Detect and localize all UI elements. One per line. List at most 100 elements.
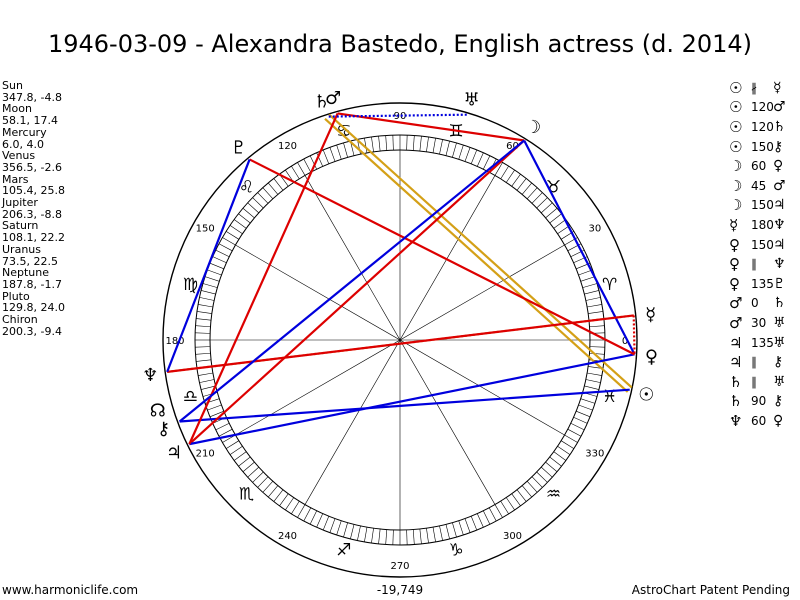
aspect-body-b: ♆ bbox=[773, 216, 786, 233]
aspect-body-b: ♄ bbox=[773, 118, 786, 135]
degree-tick bbox=[584, 290, 599, 295]
degree-tick bbox=[500, 165, 509, 180]
aspect-body-b: ♆ bbox=[773, 256, 786, 273]
degree-tick bbox=[198, 304, 213, 308]
degree-tick bbox=[252, 197, 264, 209]
aspect-body-b: ☿ bbox=[773, 79, 782, 96]
aspect-body-b: ♅ bbox=[773, 373, 786, 390]
degree-tick bbox=[557, 445, 571, 455]
planet-value: 356.5, -2.6 bbox=[2, 160, 62, 174]
degree-tick bbox=[195, 346, 211, 348]
degree-tick bbox=[378, 528, 381, 544]
degree-tick bbox=[516, 489, 527, 502]
degree-tick bbox=[201, 385, 216, 390]
degree-tick bbox=[588, 311, 604, 314]
aspect-row: ♃ 135 ♅ bbox=[729, 333, 799, 353]
aspect-body-a: ♄ bbox=[729, 392, 743, 411]
degree-tick bbox=[207, 269, 222, 276]
aspect-body-a: ☉ bbox=[729, 117, 743, 136]
degree-tick bbox=[500, 500, 509, 515]
footer-value: -19,749 bbox=[376, 583, 424, 597]
planet-value: 58.1, 17.4 bbox=[2, 114, 58, 128]
degree-tick bbox=[531, 192, 543, 204]
degree-tick bbox=[470, 516, 478, 531]
aspect-body-b: ♂ bbox=[773, 177, 786, 194]
degree-tick bbox=[494, 504, 503, 518]
aspect-body-a: ♂ bbox=[729, 294, 743, 313]
planet-glyph-icon: ☉ bbox=[638, 384, 654, 405]
degree-tick bbox=[357, 525, 361, 541]
degree-tick bbox=[426, 136, 429, 152]
planet-name: Moon bbox=[2, 102, 32, 116]
degree-tick bbox=[267, 485, 279, 498]
zodiac-sign-icon: ♑ bbox=[449, 541, 464, 561]
planet-value: 187.8, -1.7 bbox=[2, 277, 62, 291]
degree-label: 60 bbox=[506, 141, 519, 152]
planet-name: Chiron bbox=[2, 313, 38, 327]
degree-tick bbox=[445, 141, 450, 156]
aspect-row: ☽ 45 ♂ bbox=[729, 176, 799, 196]
aspect-body-b: ♃ bbox=[773, 236, 786, 253]
degree-tick bbox=[364, 527, 368, 542]
aspect-type: 135 bbox=[751, 335, 774, 350]
aspect-row: ☽ 150 ♃ bbox=[729, 196, 799, 216]
aspect-type: 180 bbox=[751, 217, 774, 232]
degree-tick bbox=[198, 372, 213, 376]
degree-tick bbox=[195, 332, 211, 334]
degree-tick bbox=[279, 493, 289, 507]
degree-tick bbox=[585, 379, 601, 383]
aspect-type: 150 bbox=[751, 198, 774, 213]
degree-tick bbox=[412, 529, 415, 545]
aspect-line bbox=[166, 159, 251, 373]
degree-tick bbox=[511, 493, 521, 507]
degree-tick bbox=[536, 471, 548, 483]
planet-name: Mercury bbox=[2, 125, 47, 139]
degree-tick bbox=[215, 249, 230, 257]
degree-label: 0 bbox=[622, 336, 628, 347]
degree-tick bbox=[477, 152, 484, 167]
zodiac-sign-icon: ♉ bbox=[546, 178, 561, 198]
degree-tick bbox=[392, 529, 394, 545]
degree-tick bbox=[225, 231, 240, 240]
aspect-row: ☉ 150 ⚷ bbox=[729, 137, 799, 157]
aspect-body-a: ☽ bbox=[729, 176, 743, 195]
zodiac-sign-icon: ♒ bbox=[546, 484, 561, 504]
planet-glyph-icon: ♀ bbox=[645, 346, 658, 367]
degree-tick bbox=[488, 507, 497, 522]
degree-tick bbox=[452, 522, 457, 538]
degree-tick bbox=[580, 398, 596, 404]
degree-tick bbox=[419, 528, 422, 544]
degree-tick bbox=[526, 187, 538, 200]
degree-tick bbox=[505, 169, 515, 183]
degree-tick bbox=[252, 471, 264, 483]
degree-tick bbox=[406, 529, 408, 545]
planet-value: 129.8, 24.0 bbox=[2, 301, 65, 315]
zodiac-sign-icon: ♎ bbox=[183, 387, 198, 407]
degree-tick bbox=[549, 456, 562, 467]
planet-name: Jupiter bbox=[2, 196, 38, 210]
aspect-body-b: ♅ bbox=[773, 334, 786, 351]
planet-value: 108.1, 22.2 bbox=[2, 231, 65, 245]
degree-tick bbox=[406, 135, 408, 151]
aspect-type: 135 bbox=[751, 276, 774, 291]
degree-tick bbox=[432, 138, 436, 153]
planet-value: 200.3, -9.4 bbox=[2, 324, 62, 338]
degree-tick bbox=[464, 147, 471, 162]
degree-tick bbox=[204, 276, 220, 282]
aspect-row: ☉ 120 ♄ bbox=[729, 117, 799, 137]
aspect-row: ☉ ∦ ☿ bbox=[729, 78, 799, 98]
aspect-row: ♃ ∥ ⚷ bbox=[729, 352, 799, 372]
degree-tick bbox=[209, 262, 224, 270]
degree-tick bbox=[336, 144, 342, 160]
planet-glyph-icon: ♃ bbox=[166, 443, 182, 464]
degree-label: 120 bbox=[278, 141, 297, 152]
zodiac-sign-icon: ♌ bbox=[239, 178, 254, 198]
degree-tick bbox=[452, 142, 457, 158]
aspect-body-b: ♀ bbox=[773, 412, 784, 429]
planet-name: Sun bbox=[2, 79, 23, 92]
degree-tick bbox=[540, 466, 553, 478]
degree-tick bbox=[218, 428, 233, 437]
aspect-row: ☉ 120 ♂ bbox=[729, 98, 799, 118]
aspect-type: 120 bbox=[751, 119, 774, 134]
zodiac-sign-icon: ♈ bbox=[602, 275, 617, 295]
